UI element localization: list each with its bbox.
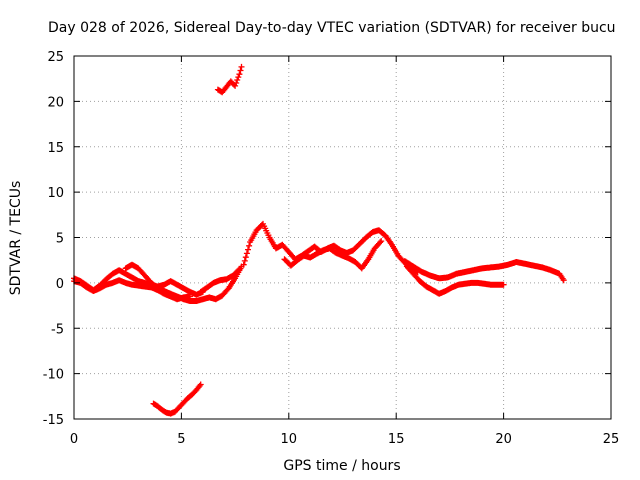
y-tick-label: 5 (56, 232, 64, 247)
data-point-markers (214, 63, 245, 96)
x-tick-label: 15 (388, 432, 405, 447)
y-tick-label: 25 (47, 50, 64, 65)
y-tick-label: 0 (56, 277, 64, 292)
y-tick-label: -5 (51, 322, 64, 337)
data-point-markers (197, 266, 243, 295)
series-arc-8 (281, 238, 385, 272)
x-tick-label: 25 (603, 432, 620, 447)
series-arc-4 (197, 266, 243, 295)
x-axis-label: GPS time / hours (283, 458, 400, 474)
x-tick-label: 5 (177, 432, 185, 447)
series-arc-10 (401, 258, 567, 284)
grid (74, 56, 611, 419)
data-points (71, 63, 567, 417)
y-tick-label: 10 (47, 186, 64, 201)
chart-title: Day 028 of 2026, Sidereal Day-to-day VTE… (48, 20, 616, 36)
series-arc-6 (150, 381, 204, 417)
data-point-markers (281, 238, 385, 272)
data-point-markers (403, 263, 507, 297)
data-point-markers (401, 258, 567, 284)
y-tick-label: 20 (47, 95, 64, 110)
axis-ticks: 0 5 10 15 20 25 -15 -10 -5 0 5 10 15 20 25 (43, 50, 620, 447)
series-arc-9 (403, 263, 507, 297)
y-tick-label: 15 (47, 141, 64, 156)
y-tick-label: -10 (43, 368, 64, 383)
x-tick-label: 0 (70, 432, 78, 447)
x-tick-label: 20 (495, 432, 512, 447)
series-arc-5 (214, 63, 245, 96)
data-point-markers (150, 381, 204, 417)
x-tick-label: 10 (281, 432, 298, 447)
series-arc-3 (122, 261, 245, 304)
y-axis-label: SDTVAR / TECUs (8, 181, 24, 296)
data-point-markers (122, 261, 245, 304)
y-tick-label: -15 (43, 413, 64, 428)
